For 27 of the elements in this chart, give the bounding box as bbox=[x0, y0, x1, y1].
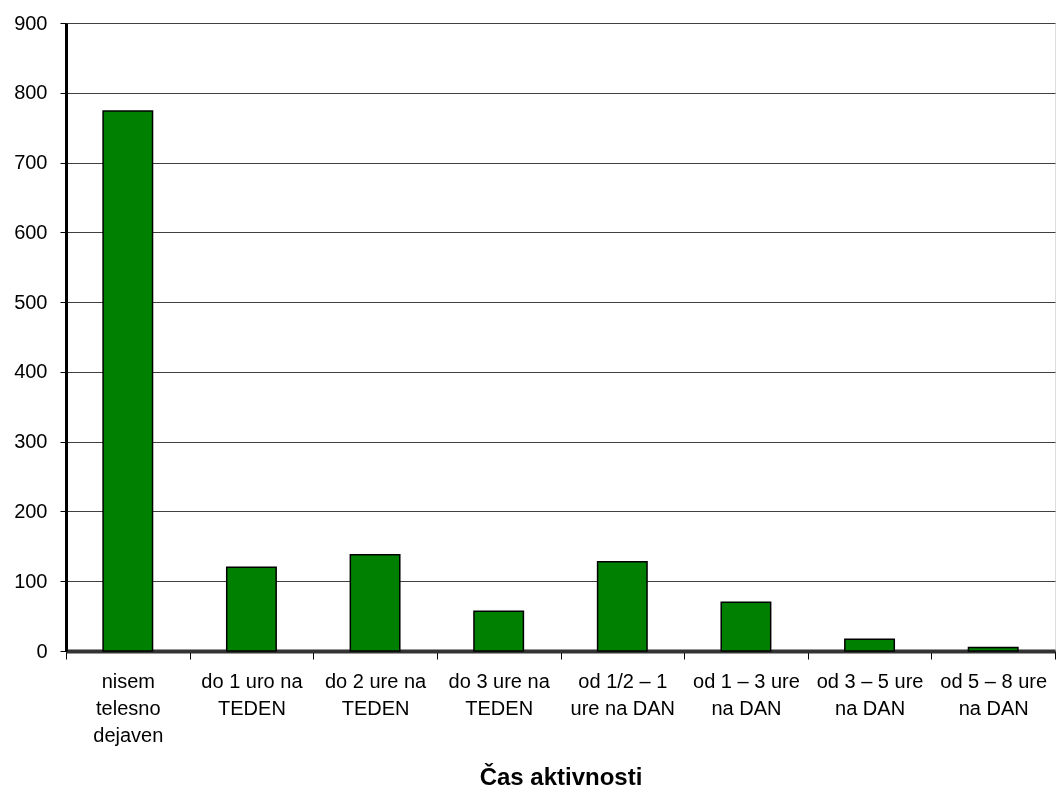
y-tick-label: 600 bbox=[14, 220, 48, 243]
x-tick-label: od 3 – 5 ure na DAN bbox=[816, 669, 924, 719]
bar bbox=[349, 553, 401, 652]
bar bbox=[102, 110, 154, 652]
y-tick-label: 300 bbox=[14, 430, 48, 453]
y-tick-label: 400 bbox=[14, 360, 48, 383]
x-tick-label: od 1 – 3 ure na DAN bbox=[693, 669, 800, 719]
bar bbox=[844, 638, 896, 652]
x-tick-label: do 3 ure na TEDEN bbox=[448, 669, 551, 719]
bar bbox=[720, 601, 772, 652]
y-tick-label: 0 bbox=[36, 639, 48, 662]
x-tick-label: do 2 ure na TEDEN bbox=[324, 669, 428, 719]
y-tick-label: 200 bbox=[14, 499, 48, 522]
y-tick-label: 700 bbox=[14, 151, 48, 174]
y-tick-label: 100 bbox=[14, 569, 48, 592]
bar bbox=[596, 560, 648, 652]
bar bbox=[473, 610, 525, 652]
x-tick-label: od 5 – 8 ure na DAN bbox=[940, 669, 1048, 719]
x-tick-label: do 1 uro na TEDEN bbox=[201, 669, 304, 719]
bar bbox=[967, 646, 1019, 652]
y-tick-label: 800 bbox=[14, 81, 48, 104]
x-tick-label: od 1/2 – 1 ure na DAN bbox=[570, 669, 676, 719]
x-axis-title: Čas aktivnosti bbox=[479, 762, 643, 790]
y-tick-label: 500 bbox=[14, 290, 48, 313]
y-tick-label: 900 bbox=[14, 11, 48, 34]
x-tick-label: nisem telesno dejaven bbox=[93, 669, 164, 746]
bar bbox=[225, 566, 277, 652]
